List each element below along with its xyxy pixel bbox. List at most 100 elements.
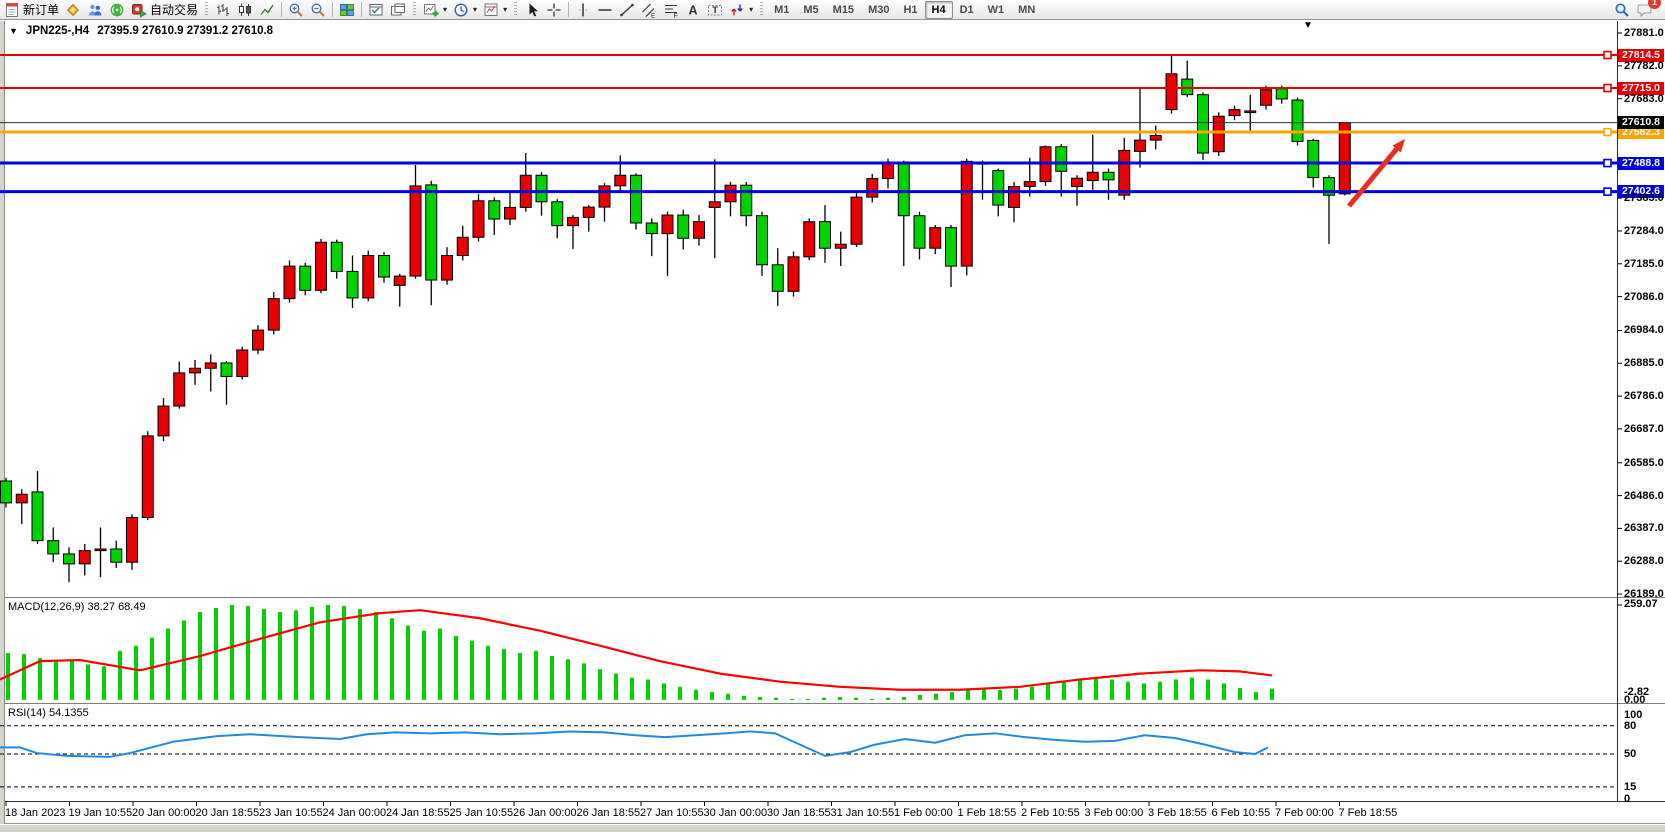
svg-text:A: A xyxy=(689,3,698,17)
price-tick-label: 27185.0 xyxy=(1624,257,1664,270)
arrow-tools-dropdown-icon[interactable]: ▾ xyxy=(749,5,754,14)
zoom-in-button[interactable] xyxy=(285,0,307,19)
vertical-line-icon xyxy=(575,2,591,18)
market-watch-button[interactable] xyxy=(62,0,84,19)
timeframe-m30-button[interactable]: M30 xyxy=(868,3,890,16)
price-tick-label: 26288.0 xyxy=(1624,555,1664,568)
market-watch-icon xyxy=(65,2,81,18)
text-button[interactable]: A xyxy=(682,0,704,19)
signals-icon xyxy=(109,2,125,18)
main-chart-panel[interactable] xyxy=(0,21,1665,598)
time-label: 3 Feb 00:00 xyxy=(1084,807,1144,819)
time-label: 20 Jan 18:55 xyxy=(195,807,260,819)
price-tick-label: 27881.0 xyxy=(1624,27,1664,39)
toolbar-separator xyxy=(361,2,363,17)
new-order-label: 新订单 xyxy=(23,3,60,17)
line-chart-button[interactable] xyxy=(256,0,278,19)
period-selector-button[interactable]: ▾ xyxy=(450,0,480,19)
tile-windows-icon xyxy=(339,2,355,18)
candlestick-chart-icon xyxy=(237,2,253,18)
rsi-axis-label: 50 xyxy=(1624,748,1637,760)
price-tick-label: 27782.0 xyxy=(1624,59,1664,72)
price-tick-label: 26189.0 xyxy=(1624,588,1664,601)
timeframe-m5-button[interactable]: M5 xyxy=(803,3,819,16)
time-label: 25 Jan 10:55 xyxy=(449,807,514,819)
crosshair-button[interactable] xyxy=(543,0,565,19)
zoom-out-icon xyxy=(310,2,326,18)
toolbar: 新订单 自动交易 ▾ ▾ ▾ E F A T ▾ M1 M5 M15 M30 H1 H4 D1 W1 MN 1 xyxy=(0,0,1665,20)
toolbar-grip[interactable] xyxy=(413,2,417,17)
rsi-axis-label: 15 xyxy=(1624,780,1637,793)
new-order-button[interactable]: 新订单 xyxy=(1,0,62,19)
toolbar-separator xyxy=(568,2,570,17)
zoom-in-icon xyxy=(288,2,304,18)
candlestick-chart-button[interactable] xyxy=(234,0,256,19)
time-axis xyxy=(0,802,1665,824)
vertical-line-button[interactable] xyxy=(572,0,594,19)
line-chart-icon xyxy=(259,2,275,18)
add-indicator-button[interactable]: ▾ xyxy=(420,0,450,19)
window-cascade-button[interactable] xyxy=(387,0,409,19)
fibonacci-button[interactable]: F xyxy=(660,0,682,19)
trend-line-button[interactable] xyxy=(616,0,638,19)
time-label: 26 Jan 18:55 xyxy=(576,807,641,819)
auto-trading-label: 自动交易 xyxy=(150,3,199,17)
time-label: 26 Jan 00:00 xyxy=(513,807,577,819)
toolbar-grip[interactable] xyxy=(205,2,209,17)
window-cascade-icon xyxy=(390,2,406,18)
price-tick-label: 26585.0 xyxy=(1624,456,1664,469)
zoom-out-button[interactable] xyxy=(307,0,329,19)
time-label: 20 Jan 00:00 xyxy=(132,807,196,819)
current-price-badge: 27610.8 xyxy=(1618,116,1664,130)
arrow-tools-button[interactable]: ▾ xyxy=(726,0,756,19)
collapse-icon[interactable]: ▼ xyxy=(9,26,18,36)
tile-windows-button[interactable] xyxy=(336,0,358,19)
timeframe-m1-button[interactable]: M1 xyxy=(774,3,790,16)
price-line-badge: 27402.6 xyxy=(1618,185,1664,199)
accounts-button[interactable] xyxy=(84,0,106,19)
horizontal-line-button[interactable] xyxy=(594,0,616,19)
bar-chart-button[interactable] xyxy=(212,0,234,19)
equidistant-channel-button[interactable]: E xyxy=(638,0,660,19)
notification-badge: 1 xyxy=(1648,0,1661,9)
price-tick-label: 26786.0 xyxy=(1624,390,1664,403)
timeframe-h4-button[interactable]: H4 xyxy=(924,0,953,19)
time-label: 7 Feb 18:55 xyxy=(1338,807,1398,819)
toolbar-grip[interactable] xyxy=(514,2,518,17)
ohlc-values: 27395.9 27610.9 27391.2 27610.8 xyxy=(97,25,274,37)
text-label-icon: T xyxy=(707,2,723,18)
add-indicator-dropdown-icon[interactable]: ▾ xyxy=(443,5,448,14)
chart-shift-marker[interactable]: ▼ xyxy=(1303,20,1313,31)
signals-button[interactable] xyxy=(106,0,128,19)
rsi-axis-label: 0 xyxy=(1624,793,1631,805)
toolbar-grip[interactable] xyxy=(760,2,764,17)
macd-axis-min: -2.82 xyxy=(1624,686,1650,698)
accounts-icon xyxy=(87,2,103,18)
rsi-value: 54.1355 xyxy=(48,707,89,719)
auto-trading-button[interactable]: 自动交易 xyxy=(128,0,201,19)
macd-axis-zero: 0.00 xyxy=(1624,694,1646,706)
time-label: 7 Feb 00:00 xyxy=(1275,807,1334,819)
timeframe-d1-button[interactable]: D1 xyxy=(959,3,974,16)
chart-template-button[interactable]: ▾ xyxy=(480,0,510,19)
add-indicator-icon xyxy=(423,2,439,18)
macd-panel[interactable] xyxy=(0,598,1665,704)
period-selector-dropdown-icon[interactable]: ▾ xyxy=(473,5,478,14)
timeframe-h1-button[interactable]: H1 xyxy=(903,3,918,16)
search-button[interactable] xyxy=(1611,0,1633,19)
chart-template-dropdown-icon[interactable]: ▾ xyxy=(503,5,508,14)
timeframe-w1-button[interactable]: W1 xyxy=(987,3,1005,16)
timeframe-mn-button[interactable]: MN xyxy=(1018,3,1036,16)
timeframe-m15-button[interactable]: M15 xyxy=(832,3,855,16)
svg-text:E: E xyxy=(651,12,656,18)
rsi-panel[interactable] xyxy=(0,704,1665,802)
horizontal-line-icon xyxy=(597,2,613,18)
rsi-label: RSI(14) 54.1355 xyxy=(8,707,89,719)
cursor-button[interactable] xyxy=(521,0,543,19)
price-axis-line xyxy=(1617,21,1618,802)
text-label-button[interactable]: T xyxy=(704,0,726,19)
time-label: 24 Jan 00:00 xyxy=(322,807,387,819)
notifications-button[interactable]: 1 xyxy=(1633,0,1661,19)
toolbar-separator xyxy=(332,2,334,17)
window-list-button[interactable] xyxy=(365,0,387,19)
